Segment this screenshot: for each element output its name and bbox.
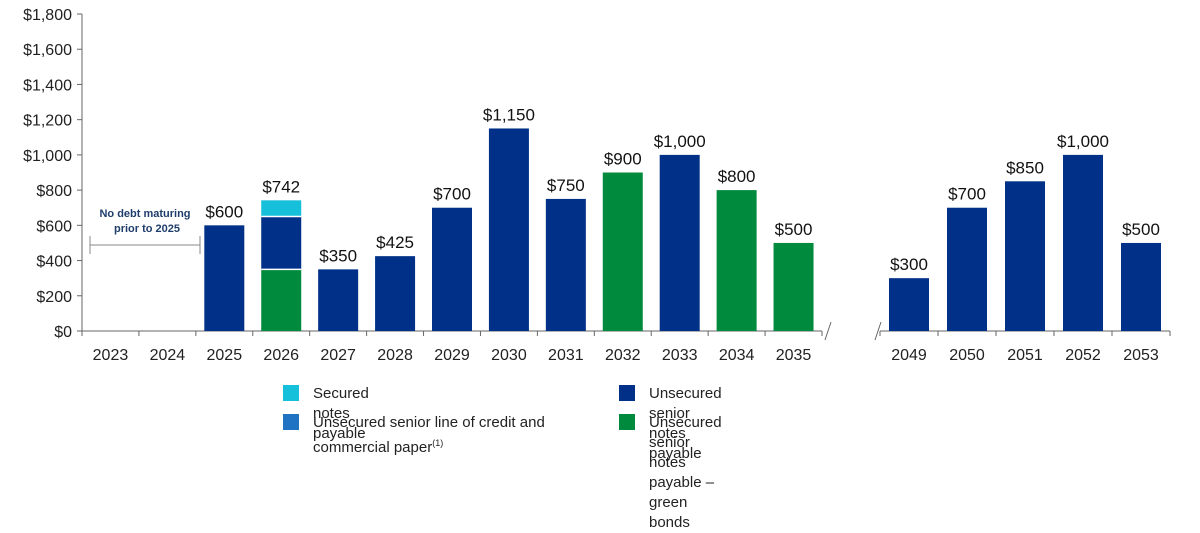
x-tick-label: 2030 [491,347,527,364]
x-tick-label: 2051 [1007,347,1043,364]
bar-segment [261,200,302,217]
y-tick-label: $600 [36,218,72,235]
bar-value-label: $500 [1122,220,1160,239]
y-tick-label: $1,800 [23,7,72,24]
bar-segment [488,128,529,331]
annotation-text-line2: prior to 2025 [114,223,180,235]
bar-value-label: $1,150 [483,105,535,124]
legend-label: Unsecured senior line of credit and comm… [313,414,545,456]
x-tick-label: 2026 [263,347,299,364]
bar-value-label: $600 [205,202,243,221]
legend-label: Secured notes payable [313,385,369,442]
x-tick-label: 2031 [548,347,584,364]
legend-swatch [619,385,635,401]
bar-segment [432,207,472,331]
y-tick-label: $1,600 [23,42,72,59]
no-debt-annotation: No debt maturing prior to 2025 [89,208,201,254]
maturity-chart: $0 $200 $400 $600 $800 $1,000 $1,200 $1,400 $1,6… [23,7,1171,364]
x-tick-label: 2024 [150,347,186,364]
x-tick-label: 2032 [605,347,641,364]
bar-value-label: $425 [376,233,414,252]
legend-label: Unsecured senior notes payable – green b… [649,414,722,531]
bar-segment [204,225,245,331]
y-tick-label: $1,200 [23,113,72,130]
bar-segment [261,269,302,331]
legend-item-secured: Secured notes payable [283,384,369,444]
y-tick-label: $1,000 [23,148,72,165]
bar-value-label: $500 [775,220,813,239]
bar-value-label: $700 [948,185,986,204]
bar-segment [261,216,302,270]
bar-value-label: $800 [718,167,756,186]
axis-break-mark [874,321,882,341]
x-tick-label: 2025 [207,347,243,364]
bar-value-label: $900 [604,150,642,169]
y-tick-label: $1,400 [23,77,72,94]
x-tick-label: 2023 [93,347,129,364]
bar-segment [1121,242,1161,331]
bar-segment [318,269,359,331]
bar-value-label: $350 [319,246,357,265]
bar-segment [773,242,814,331]
bar-segment [602,172,643,331]
legend-swatch [619,414,635,430]
legend-item-green-bonds: Unsecured senior notes payable – green b… [619,413,722,533]
bar-segment [375,256,416,331]
bar-value-label: $742 [262,177,300,196]
y-tick-label: $200 [36,289,72,306]
bar-segment [716,190,757,331]
bar-value-label: $1,000 [1057,132,1109,151]
x-tick-label: 2052 [1065,347,1101,364]
bar-segment [889,278,929,331]
x-tick-label: 2050 [949,347,985,364]
legend-swatch [283,414,299,430]
bar-value-label: $850 [1006,158,1044,177]
x-tick-label: 2053 [1123,347,1159,364]
x-tick-label: 2049 [891,347,927,364]
bar-segment [1063,154,1103,331]
x-tick-label: 2035 [776,347,812,364]
bar-segment [659,154,700,331]
bar-value-label: $750 [547,176,585,195]
y-tick-label: $400 [36,254,72,271]
annotation-text-line1: No debt maturing [99,208,190,220]
y-tick-label: $800 [36,183,72,200]
axis-break-mark [824,321,832,341]
x-tick-label: 2034 [719,347,755,364]
x-tick-label: 2033 [662,347,698,364]
y-tick-label: $0 [54,324,72,341]
legend-label-wrap: Unsecured senior line of credit and comm… [313,413,583,458]
bar-segment [1005,181,1045,331]
bars [204,128,1161,331]
legend-item-line-of-credit: Unsecured senior line of credit and comm… [283,413,583,458]
x-tick-label: 2029 [434,347,470,364]
bar-segment [947,207,987,331]
bar-value-labels: $600 $742 $350 $425 $700 $1,150 $750 $900 $1,000… [205,105,1160,274]
bar-segment [545,198,586,331]
footnote-marker: (1) [432,438,444,448]
y-axis: $0 $200 $400 $600 $800 $1,000 $1,200 $1,400 $1,6… [23,7,83,341]
bar-value-label: $700 [433,185,471,204]
bar-value-label: $1,000 [654,132,706,151]
x-tick-label: 2027 [320,347,356,364]
bar-value-label: $300 [890,255,928,274]
legend-swatch [283,385,299,401]
x-tick-label: 2028 [377,347,413,364]
